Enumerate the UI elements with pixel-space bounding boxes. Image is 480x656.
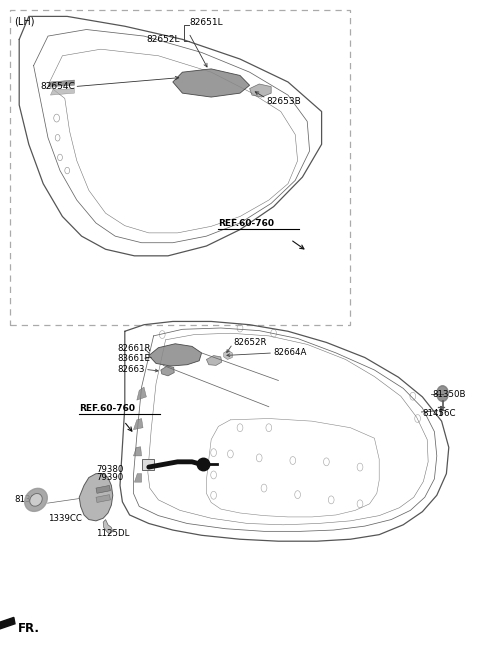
FancyArrow shape [0, 617, 15, 633]
Bar [10, 10, 350, 325]
Bar [142, 459, 154, 470]
Text: 82664A: 82664A [274, 348, 307, 358]
Polygon shape [250, 84, 271, 97]
Ellipse shape [24, 488, 48, 512]
Text: 82651L: 82651L [190, 18, 223, 28]
Text: 1125DL: 1125DL [96, 529, 130, 539]
Polygon shape [149, 344, 202, 366]
Text: 82654C: 82654C [41, 82, 75, 91]
Polygon shape [48, 80, 74, 87]
Polygon shape [161, 366, 174, 376]
Text: 81350B: 81350B [432, 390, 466, 400]
Text: 82652R: 82652R [233, 338, 267, 347]
Text: 81456C: 81456C [422, 409, 456, 418]
Polygon shape [173, 69, 250, 97]
Polygon shape [133, 447, 142, 456]
Text: (LH): (LH) [14, 16, 35, 26]
Text: 79380: 79380 [96, 465, 123, 474]
Polygon shape [206, 356, 222, 365]
Text: REF.60-760: REF.60-760 [79, 403, 135, 413]
Polygon shape [224, 350, 232, 359]
Text: 79390: 79390 [96, 473, 123, 482]
Text: 81335: 81335 [14, 495, 42, 504]
Text: 83661E: 83661E [118, 354, 151, 363]
Polygon shape [133, 419, 143, 430]
Text: 82661R: 82661R [118, 344, 151, 354]
Text: 1339CC: 1339CC [48, 514, 82, 523]
Polygon shape [134, 474, 142, 482]
Text: FR.: FR. [18, 622, 40, 635]
Text: 82653B: 82653B [266, 97, 301, 106]
Text: REF.60-760: REF.60-760 [218, 218, 275, 228]
Ellipse shape [30, 493, 42, 506]
Polygon shape [96, 485, 110, 493]
Polygon shape [103, 520, 113, 534]
Polygon shape [96, 495, 110, 502]
Polygon shape [79, 474, 113, 521]
Polygon shape [137, 387, 146, 400]
Polygon shape [50, 89, 74, 95]
Text: 82652L: 82652L [146, 35, 180, 44]
Text: 82663: 82663 [118, 365, 145, 374]
Circle shape [437, 386, 448, 401]
